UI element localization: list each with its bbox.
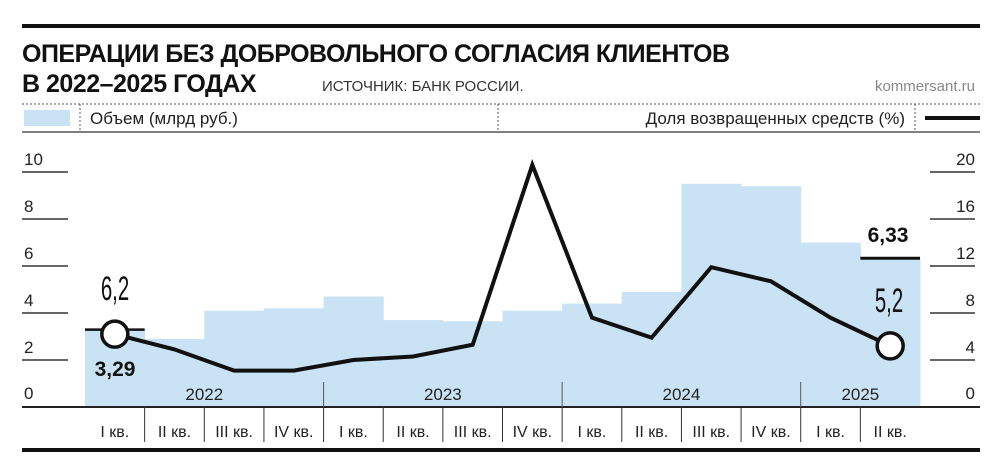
left-tick-label: 6 [24,244,33,263]
left-tick-label: 4 [24,291,33,310]
quarter-label: II кв. [874,424,907,441]
legend-line-label: Доля возвращенных средств (%) [646,109,905,128]
source: ИСТОЧНИК: БАНК РОССИИ. [322,78,524,95]
year-label: 2022 [185,385,223,404]
quarter-label: II кв. [158,424,191,441]
last-bar-label: 6,33 [868,224,909,247]
legend-bar-swatch [24,110,70,126]
bar [741,186,802,407]
right-tick-label: 0 [966,384,975,403]
quarter-label: IV кв. [274,424,314,441]
right-tick-label: 12 [956,244,975,263]
bar [562,303,623,407]
quarter-label: III кв. [692,424,730,441]
title-line1: ОПЕРАЦИИ БЕЗ ДОБРОВОЛЬНОГО СОГЛАСИЯ КЛИЕ… [22,40,730,68]
right-tick-label: 8 [966,291,975,310]
quarter-label: IV кв. [513,424,553,441]
bar [263,308,325,407]
quarter-label: I кв. [816,424,845,441]
right-tick-label: 4 [966,338,975,357]
first-line-label: 6,2 [101,270,129,308]
legend-bar-label: Объем (млрд руб.) [90,109,238,128]
share-line [114,159,892,373]
year-label: 2024 [663,385,701,404]
bar [681,183,742,407]
last-line-label: 5,2 [875,282,903,320]
quarter-label: I кв. [339,424,368,441]
bar [204,310,265,407]
quarter-label: III кв. [215,424,253,441]
left-tick-label: 2 [24,338,33,357]
quarter-label: III кв. [454,424,492,441]
bar [800,242,861,407]
left-tick-label: 10 [24,150,43,169]
first-bar-label: 3,29 [95,358,136,381]
year-label: 2023 [424,385,462,404]
title-line2: В 2022–2025 ГОДАХ [22,70,257,98]
year-label: 2025 [841,385,879,404]
quarter-label: I кв. [100,424,129,441]
bar [323,296,384,407]
quarter-label: IV кв. [751,424,791,441]
quarter-label: I кв. [578,424,607,441]
quarter-label: II кв. [635,424,668,441]
right-tick-label: 16 [956,197,975,216]
line-endpoint-marker [100,319,130,349]
quarter-label: II кв. [396,424,429,441]
legend: Объем (млрд руб.) Доля возвращенных сред… [22,103,980,133]
left-tick-label: 8 [24,197,33,216]
bar [502,310,563,407]
left-tick-label: 0 [24,384,33,403]
bar [442,321,503,407]
right-tick-label: 20 [956,150,975,169]
site-credit: kommersant.ru [875,78,975,95]
bar [383,320,444,407]
line-endpoint-marker [875,331,905,361]
